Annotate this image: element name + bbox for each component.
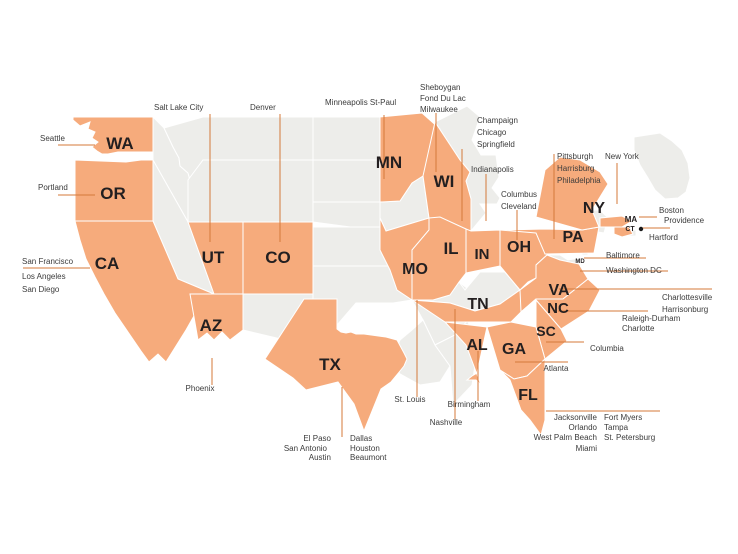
svg-text:New York: New York (605, 152, 640, 161)
svg-text:Harrisburg: Harrisburg (557, 164, 594, 173)
svg-text:TX: TX (319, 355, 341, 374)
svg-text:WA: WA (106, 134, 133, 153)
svg-text:CT: CT (625, 226, 635, 233)
svg-text:St. Petersburg: St. Petersburg (604, 433, 655, 442)
svg-text:GA: GA (502, 341, 526, 358)
svg-text:Columbus: Columbus (501, 190, 537, 199)
svg-text:Minneapolis St-Paul: Minneapolis St-Paul (325, 98, 396, 107)
svg-text:Charlotte: Charlotte (622, 324, 655, 333)
svg-text:Hartford: Hartford (649, 233, 678, 242)
svg-text:San Diego: San Diego (22, 285, 60, 294)
svg-text:Philadelphia: Philadelphia (557, 176, 601, 185)
svg-text:El Paso: El Paso (303, 434, 331, 443)
svg-text:Harrisonburg: Harrisonburg (662, 305, 708, 314)
svg-text:San Antonio: San Antonio (284, 444, 328, 453)
svg-text:TN: TN (467, 296, 488, 313)
svg-text:WI: WI (434, 172, 455, 191)
svg-text:Columbia: Columbia (590, 344, 624, 353)
svg-text:Nashville: Nashville (430, 418, 463, 427)
svg-text:Raleigh-Durham: Raleigh-Durham (622, 314, 681, 323)
svg-text:CA: CA (95, 254, 120, 273)
svg-text:IL: IL (443, 239, 458, 258)
svg-text:Fond Du Lac: Fond Du Lac (420, 94, 466, 103)
svg-text:MA: MA (625, 215, 638, 224)
svg-text:Seattle: Seattle (40, 134, 65, 143)
svg-text:NC: NC (547, 300, 569, 317)
svg-text:Birmingham: Birmingham (448, 400, 491, 409)
svg-text:Springfield: Springfield (477, 140, 515, 149)
svg-text:Washington DC: Washington DC (606, 266, 662, 275)
svg-text:San Francisco: San Francisco (22, 257, 74, 266)
svg-text:Pittsburgh: Pittsburgh (557, 152, 593, 161)
svg-text:Cleveland: Cleveland (501, 202, 537, 211)
svg-text:AL: AL (466, 337, 488, 354)
svg-text:Atlanta: Atlanta (544, 364, 569, 373)
svg-text:Charlottesville: Charlottesville (662, 293, 713, 302)
svg-text:MD: MD (575, 259, 585, 265)
svg-text:Providence: Providence (664, 216, 705, 225)
svg-text:West Palm Beach: West Palm Beach (534, 433, 597, 442)
svg-text:Milwaukee: Milwaukee (420, 105, 458, 114)
svg-text:NY: NY (583, 200, 606, 217)
svg-text:Sheboygan: Sheboygan (420, 83, 460, 92)
svg-text:Champaign: Champaign (477, 116, 518, 125)
svg-text:Indianapolis: Indianapolis (471, 165, 514, 174)
svg-text:Miami: Miami (576, 444, 598, 453)
svg-text:Los Angeles: Los Angeles (22, 272, 66, 281)
svg-text:SC: SC (536, 323, 555, 339)
svg-text:Houston: Houston (350, 444, 380, 453)
svg-text:Portland: Portland (38, 183, 68, 192)
svg-text:AZ: AZ (200, 316, 223, 335)
svg-text:MN: MN (376, 153, 402, 172)
svg-text:OR: OR (100, 184, 126, 203)
svg-text:Tampa: Tampa (604, 423, 629, 432)
svg-text:Austin: Austin (309, 453, 331, 462)
svg-text:Baltimore: Baltimore (606, 251, 640, 260)
svg-text:OH: OH (507, 239, 531, 256)
svg-text:Dallas: Dallas (350, 434, 372, 443)
svg-text:Salt Lake City: Salt Lake City (154, 103, 203, 112)
svg-text:MO: MO (402, 261, 428, 278)
svg-text:Boston: Boston (659, 206, 684, 215)
svg-text:VA: VA (548, 282, 569, 299)
svg-text:Jacksonville: Jacksonville (554, 413, 598, 422)
svg-text:UT: UT (202, 248, 225, 267)
svg-text:St. Louis: St. Louis (394, 395, 425, 404)
svg-text:PA: PA (562, 229, 583, 246)
svg-text:Orlando: Orlando (569, 423, 598, 432)
svg-text:Phoenix: Phoenix (186, 384, 215, 393)
svg-text:Chicago: Chicago (477, 128, 507, 137)
svg-text:IN: IN (475, 246, 490, 263)
svg-text:Fort Myers: Fort Myers (604, 413, 642, 422)
svg-text:Beaumont: Beaumont (350, 453, 387, 462)
svg-text:FL: FL (518, 387, 538, 404)
svg-text:Denver: Denver (250, 103, 276, 112)
svg-text:CO: CO (265, 248, 291, 267)
